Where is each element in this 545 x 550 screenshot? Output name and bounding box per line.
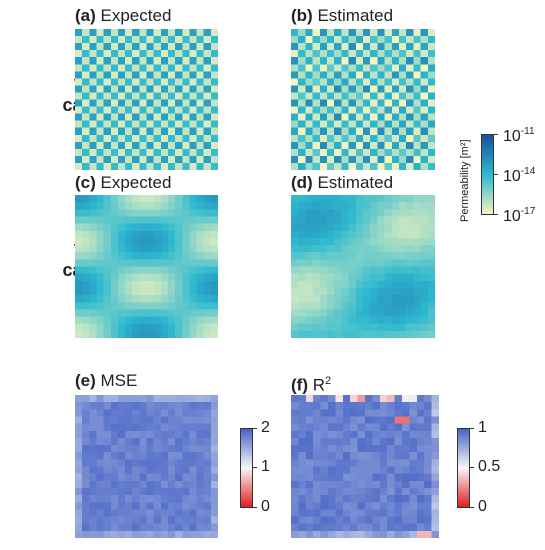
colorbar-permeability-tickmark-mid	[494, 174, 498, 175]
colorbar-r2-tickmark-top	[470, 428, 474, 429]
perm-tick-top-exp: -11	[520, 126, 535, 137]
colorbar-permeability-tickmark-bottom	[494, 214, 498, 215]
colorbar-r2-tickmark-mid	[470, 467, 474, 468]
panel-e-title: (e) MSE	[75, 371, 137, 391]
heatmap-a-expected	[75, 29, 218, 170]
heatmap-f-r2	[291, 395, 439, 538]
heatmap-e-mse	[75, 395, 218, 538]
colorbar-permeability-frame	[481, 134, 494, 215]
panel-c-tag: (c)	[75, 173, 96, 192]
panel-e-tag: (e)	[75, 371, 96, 390]
panel-b-title-text: Estimated	[317, 6, 394, 25]
panel-d-title-text: Estimated	[317, 173, 394, 192]
panel-b-tag: (b)	[291, 6, 313, 25]
panel-f-title-sup: 2	[325, 375, 332, 387]
colorbar-mse-tick-bottom: 0	[261, 498, 270, 515]
colorbar-r2-tickmark-bottom	[470, 507, 474, 508]
colorbar-r2-tick-mid: 0.5	[478, 458, 501, 475]
panel-a-title: (a) Expected	[75, 6, 171, 26]
heatmap-c-expected	[75, 195, 218, 338]
colorbar-permeability-tick-top: 10-11	[503, 124, 535, 145]
perm-tick-top-base: 10	[503, 128, 521, 145]
perm-tick-bottom-base: 10	[503, 208, 521, 225]
colorbar-mse-tickmark-bottom	[253, 507, 257, 508]
colorbar-r2-frame	[457, 428, 470, 508]
panel-b-title: (b) Estimated	[291, 6, 393, 26]
colorbar-mse-frame	[240, 428, 253, 508]
colorbar-permeability-tickmark-top	[494, 134, 498, 135]
perm-tick-mid-exp: -14	[520, 166, 536, 177]
colorbar-mse	[240, 428, 253, 508]
colorbar-permeability-title: Permeability [m²]	[459, 139, 471, 222]
colorbar-r2	[457, 428, 470, 508]
panel-f-title: (f) R2	[291, 371, 331, 396]
colorbar-mse-tick-mid: 1	[261, 458, 270, 475]
heatmap-d-estimated	[291, 195, 435, 338]
perm-tick-bottom-exp: -17	[520, 206, 536, 217]
colorbar-permeability-tick-bottom: 10-17	[503, 204, 535, 225]
panel-a-title-text: Expected	[100, 6, 172, 25]
colorbar-permeability	[481, 134, 494, 215]
panel-e-title-text: MSE	[100, 371, 138, 390]
panel-f-title-text: R	[312, 375, 325, 395]
colorbar-mse-tickmark-top	[253, 428, 257, 429]
panel-a-tag: (a)	[75, 6, 96, 25]
colorbar-mse-tick-top: 2	[261, 419, 270, 436]
panel-c-title: (c) Expected	[75, 173, 171, 193]
colorbar-mse-tickmark-mid	[253, 467, 257, 468]
panel-d-tag: (d)	[291, 173, 313, 192]
colorbar-permeability-tick-mid: 10-14	[503, 164, 535, 185]
heatmap-b-estimated	[291, 29, 435, 170]
colorbar-r2-tick-top: 1	[478, 419, 487, 436]
panel-c-title-text: Expected	[100, 173, 172, 192]
colorbar-r2-tick-bottom: 0	[478, 498, 487, 515]
perm-tick-mid-base: 10	[503, 168, 521, 185]
panel-d-title: (d) Estimated	[291, 173, 393, 193]
panel-f-tag: (f)	[291, 375, 308, 395]
